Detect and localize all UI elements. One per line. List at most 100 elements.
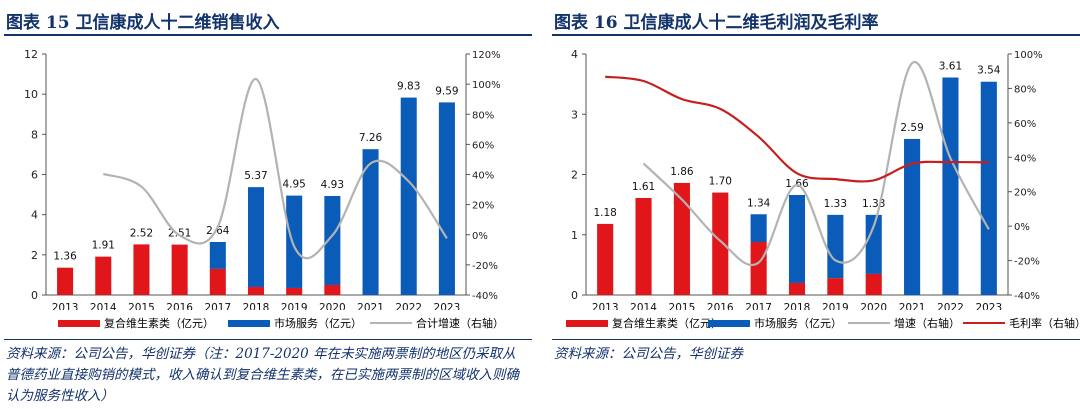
- y2-tick-label: 40%: [1014, 153, 1036, 164]
- x-tick-label: 2016: [166, 302, 193, 310]
- data-label: 9.83: [397, 81, 420, 93]
- source-rule: [4, 339, 532, 340]
- y2-tick-label: 100%: [1014, 50, 1043, 61]
- y2-tick-label: 60%: [1014, 119, 1036, 130]
- y2-tick-label: 60%: [472, 140, 494, 151]
- bar-service: [438, 102, 455, 295]
- x-tick-label: 2018: [243, 302, 270, 310]
- bar-vitamin: [286, 287, 303, 295]
- data-label: 4.93: [321, 179, 344, 191]
- bar-vitamin: [750, 241, 767, 295]
- x-tick-label: 2016: [707, 302, 734, 310]
- legend-label: 增速（右轴）: [894, 317, 960, 330]
- y2-tick-label: 20%: [472, 201, 494, 212]
- x-tick-label: 2022: [937, 302, 964, 310]
- legend-label: 合计增速（右轴）: [416, 317, 504, 330]
- data-label: 1.33: [824, 198, 847, 210]
- y2-tick-label: 100%: [472, 80, 501, 91]
- source-note: 资料来源：公司公告，华创证券: [554, 346, 743, 362]
- legend: 复合维生素类（亿元） 市场服务（亿元） 增速（右轴） 毛利率（右轴）: [548, 315, 1080, 333]
- y2-tick-label: -20%: [1014, 257, 1040, 268]
- y2-tick-label: -20%: [472, 261, 498, 272]
- bar-vitamin: [209, 268, 226, 295]
- x-tick-label: 2020: [319, 302, 346, 310]
- bar-vitamin: [673, 182, 690, 295]
- legend-item-growth: 增速（右轴）: [848, 315, 960, 331]
- y-tick-label: 3: [571, 108, 578, 121]
- line-series: [102, 77, 448, 260]
- y-tick-label: 2: [571, 169, 578, 182]
- bar-vitamin: [827, 278, 844, 295]
- data-label: 1.36: [53, 251, 77, 263]
- data-label: 2.64: [206, 225, 230, 237]
- bar-vitamin: [247, 286, 265, 295]
- x-tick-label: 2019: [281, 302, 308, 310]
- sales-chart: 0 2 4 6 8 10 12 -40% -20% 0% 20% 40% 60% 80% 100% 120% 1…: [24, 48, 501, 310]
- source-rule: [552, 339, 1080, 340]
- data-label: 1.61: [632, 181, 655, 193]
- legend-swatch: [566, 319, 608, 327]
- data-label: 1.70: [709, 176, 732, 188]
- bar-vitamin: [324, 284, 341, 295]
- y2-tick-label: -40%: [472, 291, 498, 302]
- bar-service: [400, 97, 417, 295]
- data-label: 3.61: [939, 60, 962, 72]
- bar-vitamin: [712, 192, 729, 295]
- bar-service: [750, 214, 767, 242]
- data-label: 1.18: [593, 207, 616, 219]
- data-label: 9.59: [435, 85, 458, 97]
- x-tick-label: 2020: [860, 302, 887, 310]
- bar-service: [904, 138, 921, 295]
- legend-item-service: 市场服务（亿元）: [708, 315, 842, 331]
- legend-label: 毛利率（右轴）: [1009, 317, 1080, 330]
- legend-label: 市场服务（亿元）: [274, 317, 362, 330]
- data-label: 3.54: [977, 65, 1001, 77]
- x-tick-label: 2015: [669, 302, 696, 310]
- chart-panel-sales: 图表 15 卫信康成人十二维销售收入 0 2 4 6 8 10 12 -40% -20% 0% 20…: [0, 0, 532, 409]
- y2-tick-label: 0%: [472, 231, 488, 242]
- x-tick-label: 2018: [784, 302, 811, 310]
- x-tick-label: 2019: [822, 302, 849, 310]
- legend-item-growth: 合计增速（右轴）: [370, 315, 504, 331]
- x-tick-label: 2013: [52, 302, 79, 310]
- bar-vitamin: [95, 256, 112, 295]
- y2-tick-label: -40%: [1014, 291, 1040, 302]
- y-tick-label: 0: [571, 289, 578, 302]
- y-tick-label: 1: [571, 229, 578, 242]
- bar-vitamin: [865, 273, 882, 295]
- y-tick-label: 2: [31, 249, 38, 262]
- bar-service: [247, 187, 265, 287]
- legend-label: 市场服务（亿元）: [754, 317, 842, 330]
- bar-service: [324, 195, 341, 285]
- legend-swatch: [963, 322, 1005, 324]
- title-rule: [552, 34, 1080, 36]
- chart-panel-profit: 图表 16 卫信康成人十二维毛利润及毛利率 0 1 2 3 4 -40% -20% 0% 20%…: [548, 0, 1080, 409]
- legend-swatch: [58, 319, 100, 327]
- data-label: 2.59: [900, 122, 923, 134]
- line-series: [642, 60, 990, 266]
- bar-vitamin: [597, 223, 614, 295]
- chart-title: 图表 15 卫信康成人十二维销售收入: [6, 13, 280, 33]
- legend: 复合维生素类（亿元） 市场服务（亿元） 合计增速（右轴）: [0, 315, 532, 333]
- y2-tick-label: 120%: [472, 50, 501, 61]
- x-tick-label: 2022: [395, 302, 422, 310]
- x-tick-label: 2015: [128, 302, 155, 310]
- bar-vitamin: [133, 244, 150, 295]
- legend-label: 复合维生素类（亿元）: [104, 317, 214, 330]
- bar-service: [827, 214, 844, 279]
- y-tick-label: 6: [31, 169, 38, 182]
- x-tick-label: 2023: [975, 302, 1002, 310]
- x-tick-label: 2017: [745, 302, 772, 310]
- bar-vitamin: [635, 197, 652, 295]
- legend-swatch: [228, 319, 270, 327]
- y-tick-label: 12: [24, 48, 38, 61]
- x-tick-label: 2021: [357, 302, 384, 310]
- data-label: 1.34: [747, 197, 771, 209]
- source-note: 资料来源：公司公告，华创证券（注：2017-2020 年在未实施两票制的地区仍采…: [6, 346, 519, 404]
- profit-chart: 0 1 2 3 4 -40% -20% 0% 20% 40% 60% 80% 100% 1.18 2013 1…: [571, 48, 1043, 310]
- legend-item-vitamin: 复合维生素类（亿元）: [58, 315, 214, 331]
- data-label: 7.26: [359, 132, 383, 144]
- y-tick-label: 0: [31, 289, 38, 302]
- bar-service: [362, 149, 379, 295]
- x-tick-label: 2017: [204, 302, 231, 310]
